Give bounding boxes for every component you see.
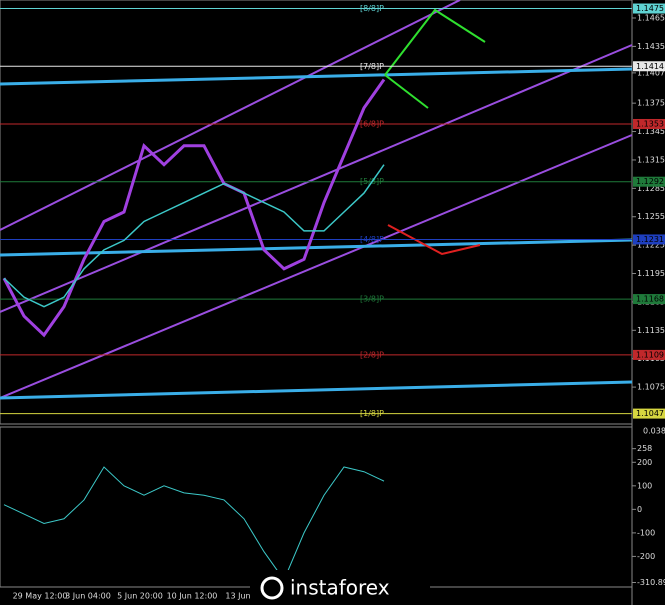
y-tick-label: 1.1315 <box>637 155 665 164</box>
osc-current: 0.0386 <box>643 427 665 436</box>
level-box <box>633 408 665 419</box>
y-tick-label: 1.1465 <box>637 13 665 22</box>
level-label: 1.1353 <box>636 119 664 128</box>
x-tick-label: 3 Jun 04:00 <box>65 592 111 601</box>
level-name: [1/8]P <box>360 409 384 418</box>
level-label: 1.1109 <box>636 350 664 359</box>
level-box <box>633 234 665 245</box>
x-tick-label: 10 Jun 12:00 <box>167 592 218 601</box>
y-tick-label: 1.1225 <box>637 241 665 250</box>
arrows <box>384 8 486 256</box>
y-tick-label: 1.1375 <box>637 99 665 108</box>
y-tick-label: 1.1195 <box>637 269 665 278</box>
level-label: 1.1414 <box>636 62 664 71</box>
level-name: [2/8]P <box>360 350 384 359</box>
level-box <box>633 294 665 305</box>
channel <box>0 0 633 399</box>
level-label: 1.1475 <box>636 4 664 13</box>
osc-frame <box>0 426 633 588</box>
level-name: [3/8]P <box>360 295 384 304</box>
level-box <box>633 118 665 129</box>
watermark: instaforex <box>250 570 430 605</box>
osc-tick-label: -100 <box>637 528 655 537</box>
watermark-text: instaforex <box>290 576 390 600</box>
x-tick-label: 29 May 12:00 <box>13 592 68 601</box>
osc-tick-label: -200 <box>637 552 655 561</box>
osc-tick-label: -310.896 <box>637 578 665 587</box>
level-label: 1.1047 <box>636 409 664 418</box>
y-tick-label: 1.1435 <box>637 42 665 51</box>
main-frame <box>0 0 633 425</box>
level-box <box>633 3 665 14</box>
y-tick-label: 1.1285 <box>637 184 665 193</box>
y-tick-label: 1.1345 <box>637 127 665 136</box>
osc-tick-label: 0 <box>637 505 642 514</box>
price-line <box>3 164 385 308</box>
trendlines <box>0 67 633 400</box>
oscillator-line <box>3 466 385 581</box>
level-label: 1.1231 <box>636 235 664 244</box>
level-label: 1.1292 <box>636 177 664 186</box>
level-box <box>633 61 665 72</box>
x-tick-label: 5 Jun 20:00 <box>117 592 163 601</box>
level-box <box>633 176 665 187</box>
y-tick-label: 1.1255 <box>637 212 665 221</box>
y-tick-label: 1.1135 <box>637 326 665 335</box>
level-name: [7/8]P <box>360 62 384 71</box>
level-name: [6/8]P <box>360 119 384 128</box>
price-line <box>2 78 386 338</box>
level-box <box>633 349 665 360</box>
y-tick-label: 1.1075 <box>637 383 665 392</box>
x-tick-label: 13 Jun <box>225 592 250 601</box>
osc-tick-label: 200 <box>637 458 652 467</box>
osc-tick-label: 100 <box>637 481 652 490</box>
y-tick-label: 1.1407 <box>637 68 665 77</box>
osc-tick-label: 258 <box>637 444 652 453</box>
level-label: 1.1168 <box>636 295 664 304</box>
level-name: [8/8]P <box>360 4 384 13</box>
level-name: [4/8]P <box>360 235 384 244</box>
